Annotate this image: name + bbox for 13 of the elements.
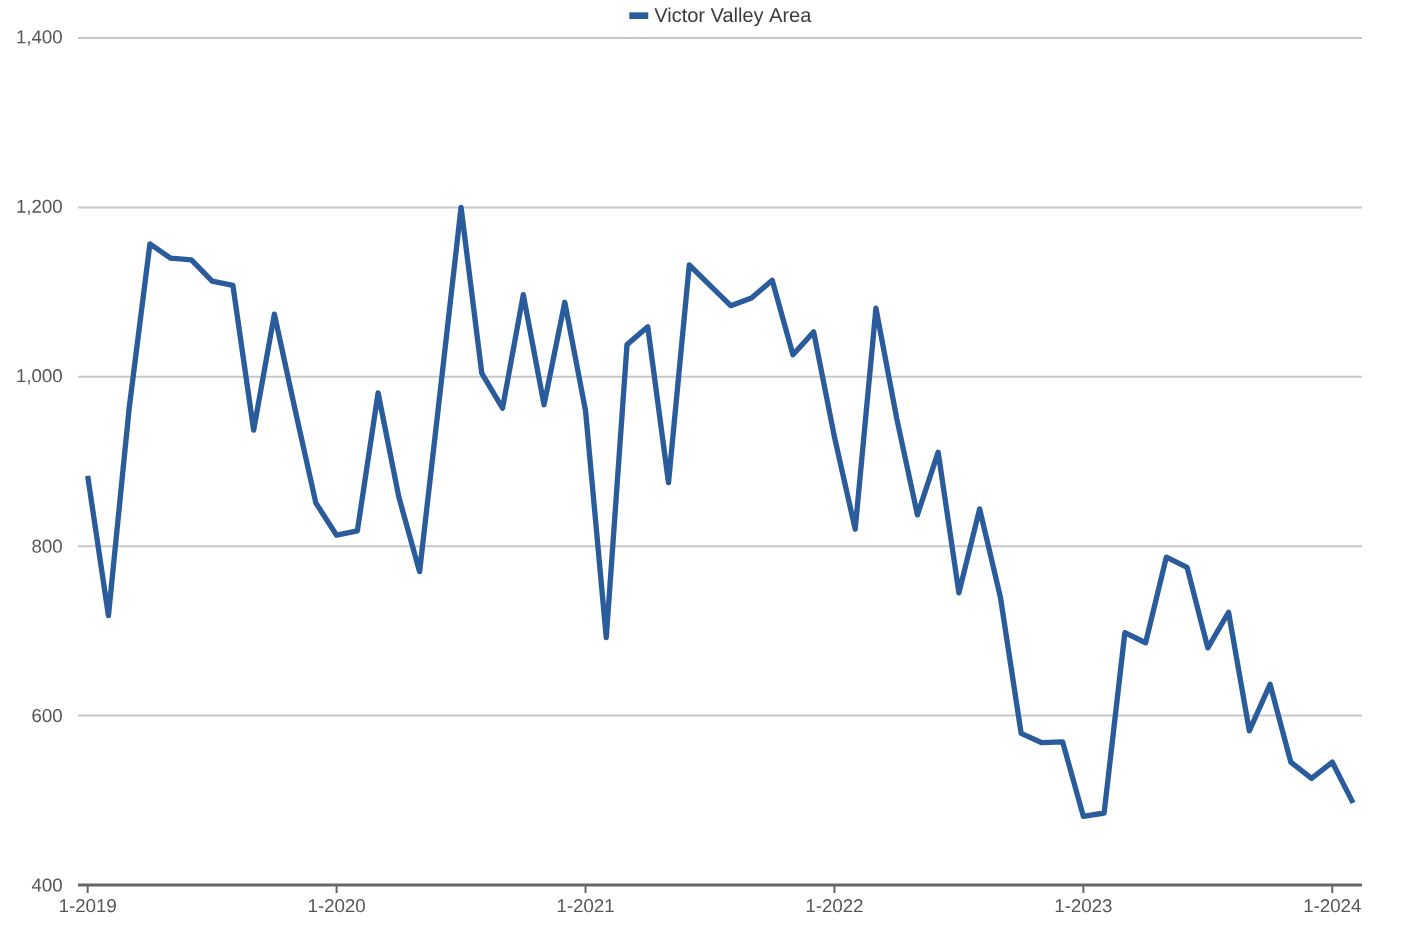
y-tick-label: 1,000	[17, 369, 62, 385]
legend-label: Victor Valley Area	[654, 7, 812, 27]
x-tick-label: 1-2020	[308, 899, 365, 913]
y-tick-label: 400	[31, 878, 62, 892]
y-tick-label: 800	[32, 539, 62, 553]
y-tick-label: 1,200	[17, 199, 62, 216]
y-tick-label: 1,400	[17, 30, 62, 46]
y-tick-label: 600	[32, 708, 62, 723]
x-tick-label: 1-2023	[1055, 899, 1112, 913]
x-tick-label: 1-2019	[60, 899, 116, 913]
x-tick-label: 1-2021	[557, 899, 614, 913]
x-tick-label: 1-2022	[806, 899, 863, 913]
x-tick-label: 1-2024	[1304, 899, 1361, 913]
